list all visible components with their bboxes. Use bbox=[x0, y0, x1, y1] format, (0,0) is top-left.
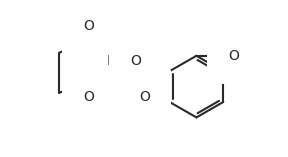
Text: O: O bbox=[130, 54, 141, 68]
Text: O: O bbox=[83, 90, 94, 104]
Text: O: O bbox=[139, 90, 150, 104]
Text: N: N bbox=[107, 54, 117, 68]
Text: O: O bbox=[83, 19, 94, 33]
Text: O: O bbox=[228, 49, 239, 63]
